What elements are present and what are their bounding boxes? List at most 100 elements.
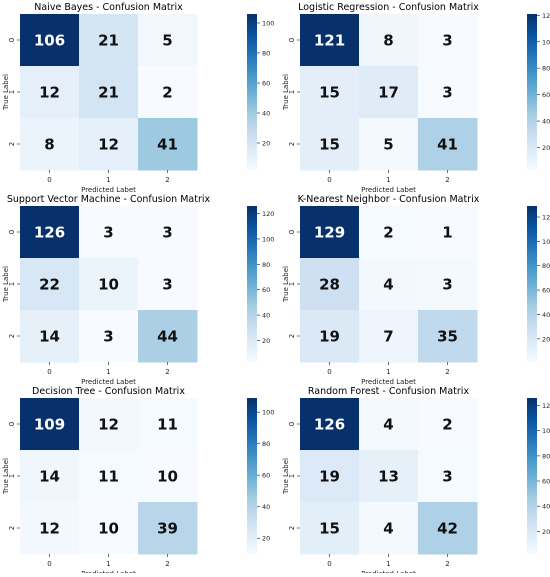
x-tick-label: 0 [327,368,331,376]
heatmap-cell [79,14,139,67]
cell-value-label: 3 [162,224,172,242]
colorbar-tick-label: 60 [542,91,550,99]
y-tick-label: 0 [288,422,296,426]
y-tick-label: 1 [288,474,296,478]
y-tick-label: 0 [8,38,16,42]
x-tick-label: 1 [386,560,390,568]
y-axis-label: True Label [282,74,290,111]
colorbar [247,398,257,554]
y-tick-label: 2 [288,526,296,530]
colorbar-tick-label: 40 [262,503,270,511]
chart-title: Naive Bayes - Confusion Matrix [34,2,183,13]
heatmap-cell [138,118,198,171]
heatmap-cell [300,398,360,451]
cell-value-label: 126 [34,224,65,242]
colorbar-tick-label: 60 [262,80,270,88]
chart-title: K-Nearest Neighbor - Confusion Matrix [298,194,480,205]
x-axis-label: Predicted Labet [361,378,416,386]
colorbar-tick-label: 40 [542,118,550,126]
heatmap-cell [20,206,80,259]
heatmap-cell [20,450,80,503]
heatmap-cell [418,66,478,119]
heatmap-cell [418,258,478,311]
heatmap-cell [359,398,419,451]
colorbar-tick-label: 80 [542,262,550,270]
heatmap-cell [20,66,80,119]
cell-value-label: 15 [319,136,340,154]
cell-value-label: 41 [157,136,178,154]
x-tick-label: 1 [106,176,110,184]
y-tick-label: 0 [8,230,16,234]
colorbar-tick-label: 20 [542,335,550,343]
cell-value-label: 15 [319,520,340,538]
heatmap-cell [79,258,139,311]
heatmap-cell [20,310,80,363]
cell-value-label: 12 [98,136,119,154]
heatmap-cell [300,14,360,67]
heatmap-cell [138,206,198,259]
colorbar-tick-label: 100 [542,238,550,246]
heatmap-cell [138,14,198,67]
y-axis-label: True Label [2,458,10,495]
x-tick-label: 0 [47,560,51,568]
cell-value-label: 5 [162,32,172,50]
y-tick-label: 1 [288,282,296,286]
chart-title: Support Vector Machine - Confusion Matri… [7,194,211,205]
x-tick-label: 1 [386,176,390,184]
colorbar [247,14,257,170]
y-tick-label: 2 [8,142,16,146]
cell-value-label: 106 [34,32,65,50]
colorbar [527,206,537,362]
cell-value-label: 1 [442,224,452,242]
cell-value-label: 28 [319,276,340,294]
x-tick-label: 0 [327,560,331,568]
x-tick-label: 2 [445,176,449,184]
x-tick-label: 2 [445,560,449,568]
y-axis-label: True Label [282,266,290,303]
heatmap-cell [359,66,419,119]
y-axis-label: True Label [2,74,10,111]
cell-value-label: 129 [314,224,345,242]
cell-value-label: 8 [44,136,54,154]
cell-value-label: 4 [383,276,393,294]
cell-value-label: 4 [383,520,393,538]
y-tick-label: 1 [8,90,16,94]
heatmap-cell [79,502,139,555]
cell-value-label: 21 [98,84,119,102]
chart-title: Decision Tree - Confusion Matrix [32,386,185,397]
heatmap-cell [418,450,478,503]
heatmap-cell [300,66,360,119]
cell-value-label: 19 [319,468,340,486]
heatmap-cell [300,450,360,503]
heatmap-cell [79,398,139,451]
colorbar-tick-label: 40 [262,110,270,118]
chart-title: Random Forest - Confusion Matrix [308,386,470,397]
heatmap-cell [79,450,139,503]
heatmap-cell [418,14,478,67]
heatmap-panel-3: K-Nearest Neighbor - Confusion Matrix 129… [282,194,550,386]
x-tick-label: 0 [47,176,51,184]
heatmap-panel-2: Support Vector Machine - Confusion Matri… [2,194,274,386]
heatmap-cell [418,118,478,171]
cell-value-label: 41 [437,136,458,154]
cell-value-label: 22 [39,276,60,294]
colorbar-tick-label: 100 [262,409,274,417]
heatmap-cell [300,118,360,171]
colorbar-tick-label: 80 [262,440,270,448]
cell-value-label: 2 [383,224,393,242]
heatmap-cell [359,258,419,311]
cell-value-label: 12 [98,416,119,434]
colorbar-tick-label: 20 [542,144,550,152]
heatmap-cell [138,398,198,451]
cell-value-label: 10 [98,276,119,294]
cell-value-label: 12 [39,520,60,538]
x-tick-label: 2 [165,560,169,568]
x-axis-label: Predicted Labet [361,186,416,194]
cell-value-label: 12 [39,84,60,102]
cell-value-label: 15 [319,84,340,102]
heatmap-cell [418,310,478,363]
colorbar-tick-label: 120 [542,12,550,20]
heatmap-cell [418,502,478,555]
heatmap-cell [79,118,139,171]
